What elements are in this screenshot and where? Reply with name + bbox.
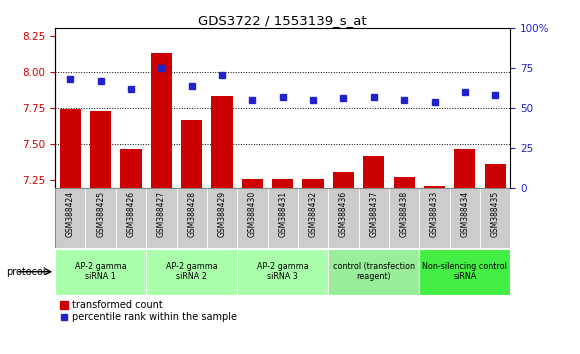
Text: GSM388434: GSM388434	[461, 190, 469, 237]
Text: GSM388427: GSM388427	[157, 190, 166, 237]
Text: GSM388432: GSM388432	[309, 190, 318, 237]
Text: protocol: protocol	[6, 267, 45, 277]
Bar	[389, 188, 419, 248]
Bar	[207, 188, 237, 248]
Text: GSM388437: GSM388437	[369, 190, 378, 237]
Text: AP-2 gamma
siRNA 3: AP-2 gamma siRNA 3	[257, 262, 309, 281]
Bar	[298, 188, 328, 248]
Bar	[237, 249, 328, 295]
Text: GSM388429: GSM388429	[218, 190, 227, 237]
Bar	[419, 249, 510, 295]
Bar	[181, 120, 202, 354]
Bar	[212, 96, 233, 354]
Bar	[146, 249, 237, 295]
Bar	[328, 249, 419, 295]
Bar	[363, 156, 385, 354]
Text: GSM388425: GSM388425	[96, 190, 105, 237]
Bar	[328, 188, 358, 248]
Bar	[272, 179, 293, 354]
Text: GSM388428: GSM388428	[187, 190, 196, 236]
Bar	[333, 172, 354, 354]
Text: GSM388426: GSM388426	[126, 190, 136, 237]
Text: GSM388433: GSM388433	[430, 190, 439, 237]
Bar	[424, 186, 445, 354]
Text: GSM388430: GSM388430	[248, 190, 257, 237]
Bar	[151, 53, 172, 354]
Bar	[450, 188, 480, 248]
Bar	[55, 188, 85, 248]
Bar	[90, 111, 111, 354]
Bar	[454, 149, 476, 354]
Bar	[242, 179, 263, 354]
Bar	[237, 188, 267, 248]
Bar	[121, 149, 142, 354]
Text: AP-2 gamma
siRNA 2: AP-2 gamma siRNA 2	[166, 262, 218, 281]
Title: GDS3722 / 1553139_s_at: GDS3722 / 1553139_s_at	[198, 14, 367, 27]
Text: control (transfection
reagent): control (transfection reagent)	[333, 262, 415, 281]
Bar	[303, 179, 324, 354]
Bar	[419, 188, 450, 248]
Text: GSM388436: GSM388436	[339, 190, 348, 237]
Bar	[146, 188, 176, 248]
Text: GSM388424: GSM388424	[66, 190, 75, 237]
Bar	[267, 188, 298, 248]
Bar	[55, 249, 146, 295]
Text: GSM388438: GSM388438	[400, 190, 409, 237]
Text: AP-2 gamma
siRNA 1: AP-2 gamma siRNA 1	[75, 262, 126, 281]
Bar	[358, 188, 389, 248]
Legend: transformed count, percentile rank within the sample: transformed count, percentile rank withi…	[60, 301, 237, 322]
Text: GSM388431: GSM388431	[278, 190, 287, 237]
Bar	[176, 188, 207, 248]
Bar	[394, 177, 415, 354]
Bar	[116, 188, 146, 248]
Text: GSM388435: GSM388435	[491, 190, 500, 237]
Text: Non-silencing control
siRNA: Non-silencing control siRNA	[422, 262, 508, 281]
Bar	[480, 188, 510, 248]
Bar	[485, 165, 506, 354]
Bar	[85, 188, 116, 248]
Bar	[60, 109, 81, 354]
